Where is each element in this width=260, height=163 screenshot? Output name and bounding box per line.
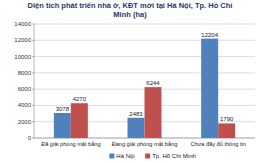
title: Diện tích phát triển nhà ở, KĐT mới tại … [20, 1, 240, 19]
y-tick-label: 2000 [18, 119, 32, 125]
data-label: 4270 [73, 96, 87, 102]
legend: Hà Nội Tp. Hồ Chí Minh [109, 153, 195, 159]
chart: 0 2000 4000 6000 8000 10000 12000 14000 3078 2483… [0, 0, 260, 163]
grid-line [34, 56, 255, 57]
data-label: 2483 [129, 111, 143, 117]
y-tick-label: 0 [28, 135, 32, 141]
bar [71, 103, 88, 138]
y-tick-label: 10000 [14, 54, 31, 60]
legend-label: Hà Nội [116, 153, 134, 159]
grid-line [34, 72, 255, 73]
x-tick-label: Đang giải phóng mặt bằng [112, 141, 178, 147]
legend-label: Tp. Hồ Chí Minh [152, 153, 196, 159]
data-label: 3078 [56, 106, 70, 112]
legend-swatch [109, 154, 114, 159]
data-label: 6244 [146, 80, 160, 86]
y-tick-label: 6000 [18, 86, 32, 92]
y-tick-label: 8000 [18, 70, 32, 76]
y-axis [34, 24, 35, 138]
bar [54, 113, 71, 138]
x-tick-label: Chưa đầy đủ thông tin [190, 141, 245, 147]
data-label: 12204 [201, 32, 218, 38]
y-tick-label: 4000 [18, 102, 32, 108]
x-tick-label: Đã giải phóng mặt bằng [41, 141, 100, 147]
y-tick-label: 12000 [14, 37, 31, 43]
grid-line [34, 40, 255, 41]
y-tick-label: 14000 [14, 21, 31, 27]
bar [201, 39, 218, 138]
legend-swatch [145, 154, 150, 159]
bar [218, 123, 235, 138]
bar [145, 87, 162, 138]
bars [54, 39, 235, 138]
data-label: 1790 [220, 116, 234, 122]
grid-line [34, 24, 255, 25]
bar [128, 118, 145, 138]
